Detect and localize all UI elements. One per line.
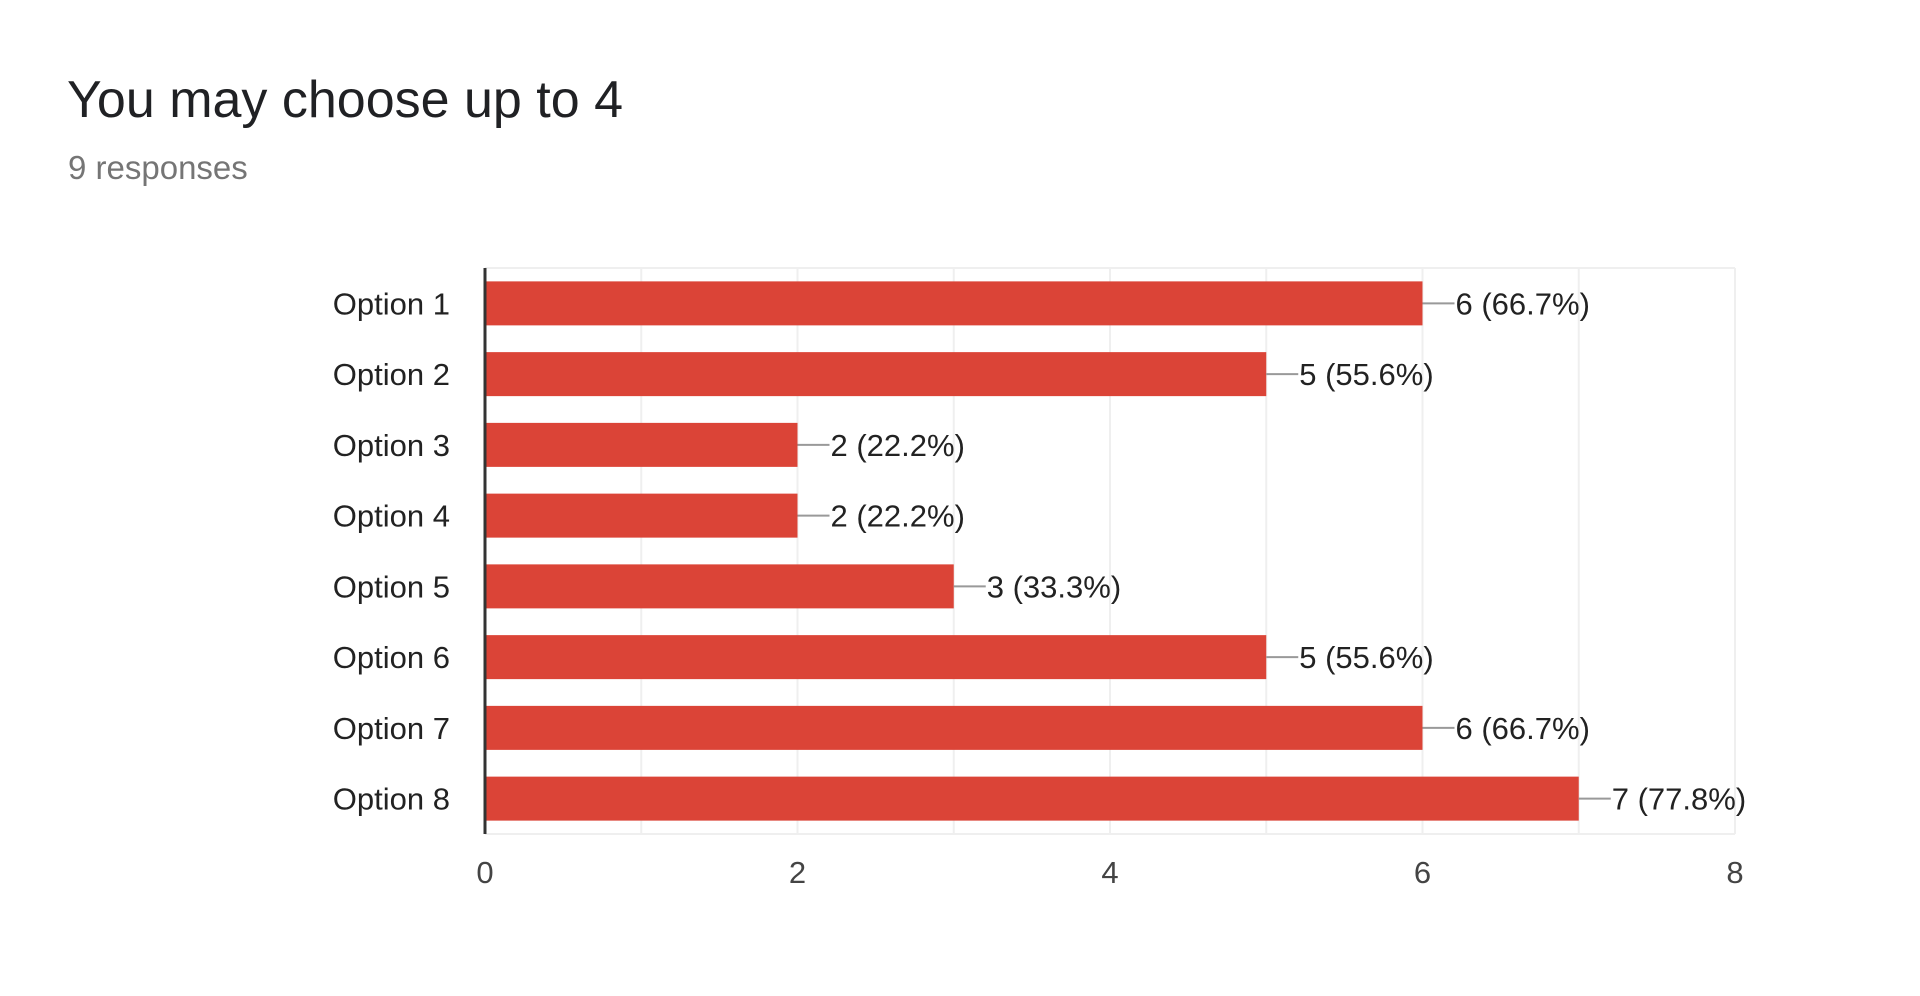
category-label: Option 3: [333, 428, 450, 463]
data-label: 2 (22.2%): [831, 428, 965, 463]
data-label: 6 (66.7%): [1456, 711, 1590, 746]
data-label: 3 (33.3%): [987, 569, 1121, 604]
x-tick-label: 2: [789, 855, 806, 890]
category-label: Option 2: [333, 357, 450, 392]
category-label: Option 8: [333, 782, 450, 817]
data-label: 5 (55.6%): [1299, 357, 1433, 392]
category-label: Option 1: [333, 286, 450, 321]
data-label: 2 (22.2%): [831, 499, 965, 534]
response-count: 9 responses: [68, 149, 248, 186]
bar-4: [485, 493, 798, 538]
chart-title: You may choose up to 4: [67, 71, 624, 129]
bar-5: [485, 564, 954, 609]
x-tick-label: 8: [1726, 855, 1743, 890]
bar-8: [485, 776, 1579, 821]
x-tick-label: 6: [1414, 855, 1431, 890]
bar-2: [485, 352, 1267, 397]
category-label: Option 5: [333, 569, 450, 604]
data-label: 6 (66.7%): [1456, 286, 1590, 321]
data-label: 7 (77.8%): [1612, 782, 1746, 817]
category-label: Option 4: [333, 499, 450, 534]
category-label: Option 7: [333, 711, 450, 746]
category-label: Option 6: [333, 640, 450, 675]
x-tick-label: 0: [476, 855, 493, 890]
bar-1: [485, 281, 1423, 326]
bar-7: [485, 705, 1423, 750]
data-label: 5 (55.6%): [1299, 640, 1433, 675]
bar-3: [485, 422, 798, 467]
bar-6: [485, 635, 1267, 680]
x-tick-label: 4: [1101, 855, 1118, 890]
